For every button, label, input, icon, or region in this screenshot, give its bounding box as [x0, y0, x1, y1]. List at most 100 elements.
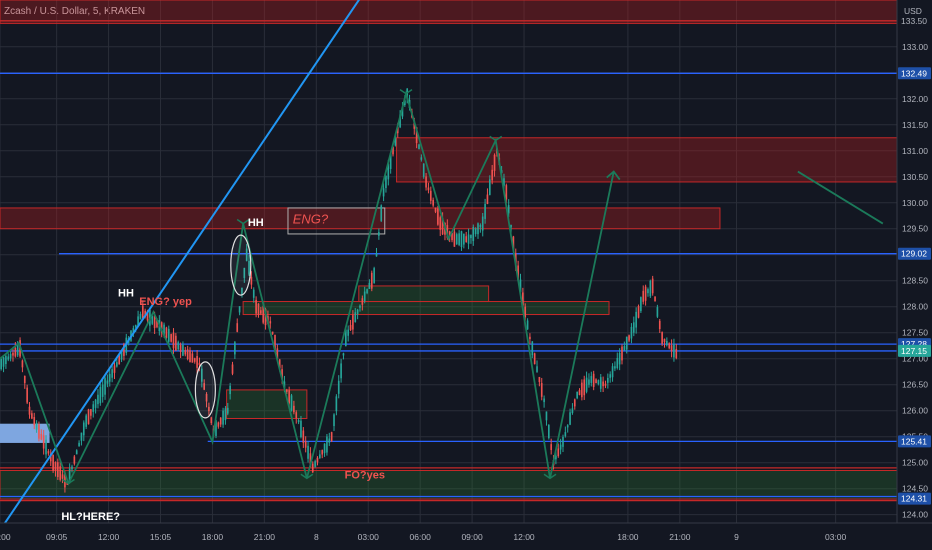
- candle-body: [396, 126, 399, 134]
- candle-body: [614, 366, 616, 369]
- candle-body: [427, 187, 430, 191]
- y-tick-label: 129.50: [902, 224, 928, 234]
- zigzag-path: [0, 90, 615, 486]
- candle-body: [326, 436, 328, 453]
- candle-body: [87, 409, 90, 425]
- candle-body: [252, 289, 255, 298]
- x-tick-label: 03:00: [825, 532, 847, 542]
- candle-body: [373, 268, 375, 283]
- x-tick-label: 15:05: [150, 532, 172, 542]
- candle-body: [260, 310, 262, 314]
- candle-body: [550, 444, 553, 451]
- y-axis-background: [897, 0, 932, 550]
- candle-body: [588, 379, 590, 385]
- x-tick-label: 06:00: [0, 532, 11, 542]
- highlight-ellipse: [194, 361, 216, 419]
- y-tick-label: 131.50: [902, 120, 928, 130]
- zone-red: [0, 207, 721, 230]
- candle-body: [26, 387, 28, 403]
- candle-body: [167, 328, 170, 342]
- zones: [0, 0, 898, 500]
- candle-body: [573, 399, 576, 407]
- candle-body: [153, 315, 156, 328]
- price-badge-label: 129.02: [901, 249, 927, 259]
- candle-body: [82, 422, 85, 436]
- candle-body: [344, 329, 347, 347]
- candle-body: [465, 236, 468, 243]
- x-tick-label: 09:05: [46, 532, 68, 542]
- candle-body: [512, 236, 515, 250]
- candle-body: [137, 316, 139, 327]
- candle-body: [262, 306, 265, 323]
- price-badge: [898, 14, 931, 27]
- candle-body: [361, 298, 364, 305]
- annotation-label: HH: [118, 287, 134, 299]
- candle-body: [642, 290, 645, 302]
- candle-body: [104, 378, 106, 395]
- candle-body: [208, 406, 210, 412]
- candle-body: [269, 321, 272, 324]
- candle-body: [583, 379, 586, 396]
- candle-body: [111, 369, 113, 378]
- candle-body: [439, 217, 442, 230]
- price-badge-label: 127.28: [901, 339, 927, 349]
- candle-body: [536, 366, 538, 372]
- candle-body: [184, 350, 187, 355]
- x-tick-label: 09:00: [461, 532, 483, 542]
- candle-body: [250, 276, 253, 285]
- candle-body: [375, 253, 378, 257]
- price-badge-label: 124.31: [901, 494, 927, 504]
- annotation-label: ENG?: [293, 212, 329, 227]
- candle-body: [453, 231, 456, 247]
- candle-body: [595, 379, 597, 384]
- candle-body: [562, 436, 564, 447]
- candle-body: [472, 226, 475, 241]
- candle-body: [215, 420, 217, 436]
- candle-body: [120, 350, 123, 360]
- x-axis-background: [0, 523, 932, 550]
- candle-body: [481, 216, 484, 231]
- candle-body: [363, 291, 366, 302]
- highlight-ellipse: [230, 234, 252, 296]
- candle-body: [49, 453, 52, 462]
- candle-body: [673, 344, 675, 358]
- symbol-title: Zcash / U.S. Dollar, 5, KRAKEN: [4, 6, 145, 17]
- candle-body: [177, 342, 180, 350]
- candle-body: [585, 377, 588, 392]
- candle-body: [385, 175, 387, 189]
- candle-body: [321, 450, 324, 455]
- x-tick-label: 18:00: [617, 532, 639, 542]
- candle-body: [71, 466, 73, 470]
- candle-body: [333, 414, 335, 427]
- candle-body: [302, 430, 305, 443]
- x-tick-label: 9: [734, 532, 739, 542]
- candle-body: [526, 320, 529, 330]
- x-tick-label: 03:00: [358, 532, 380, 542]
- candle-body: [387, 163, 390, 180]
- candle-body: [175, 335, 177, 351]
- candle-body: [644, 286, 647, 301]
- candle-body: [196, 356, 198, 368]
- candle-body: [64, 472, 66, 488]
- chart-labels: HH HH ENG? yep ENG? FO?yes HL?HERE?: [61, 212, 385, 523]
- candle-body: [510, 224, 512, 228]
- candle-body: [101, 384, 104, 397]
- candle-body: [241, 287, 243, 295]
- candle-body: [640, 297, 642, 312]
- candle-body: [191, 353, 194, 363]
- candle-body: [288, 390, 290, 404]
- candle-body: [474, 228, 477, 235]
- candle-body: [370, 272, 373, 289]
- candle-body: [123, 344, 125, 356]
- candle-body: [210, 417, 213, 424]
- candle-body: [172, 332, 175, 349]
- candle-body: [52, 454, 54, 471]
- zigzag-marker: [236, 218, 250, 225]
- candle-body: [54, 461, 57, 471]
- candle-body: [139, 314, 142, 320]
- candle-body: [533, 353, 536, 365]
- candle-body: [503, 178, 505, 186]
- y-tick-label: 124.00: [902, 510, 928, 520]
- candle-body: [38, 424, 40, 439]
